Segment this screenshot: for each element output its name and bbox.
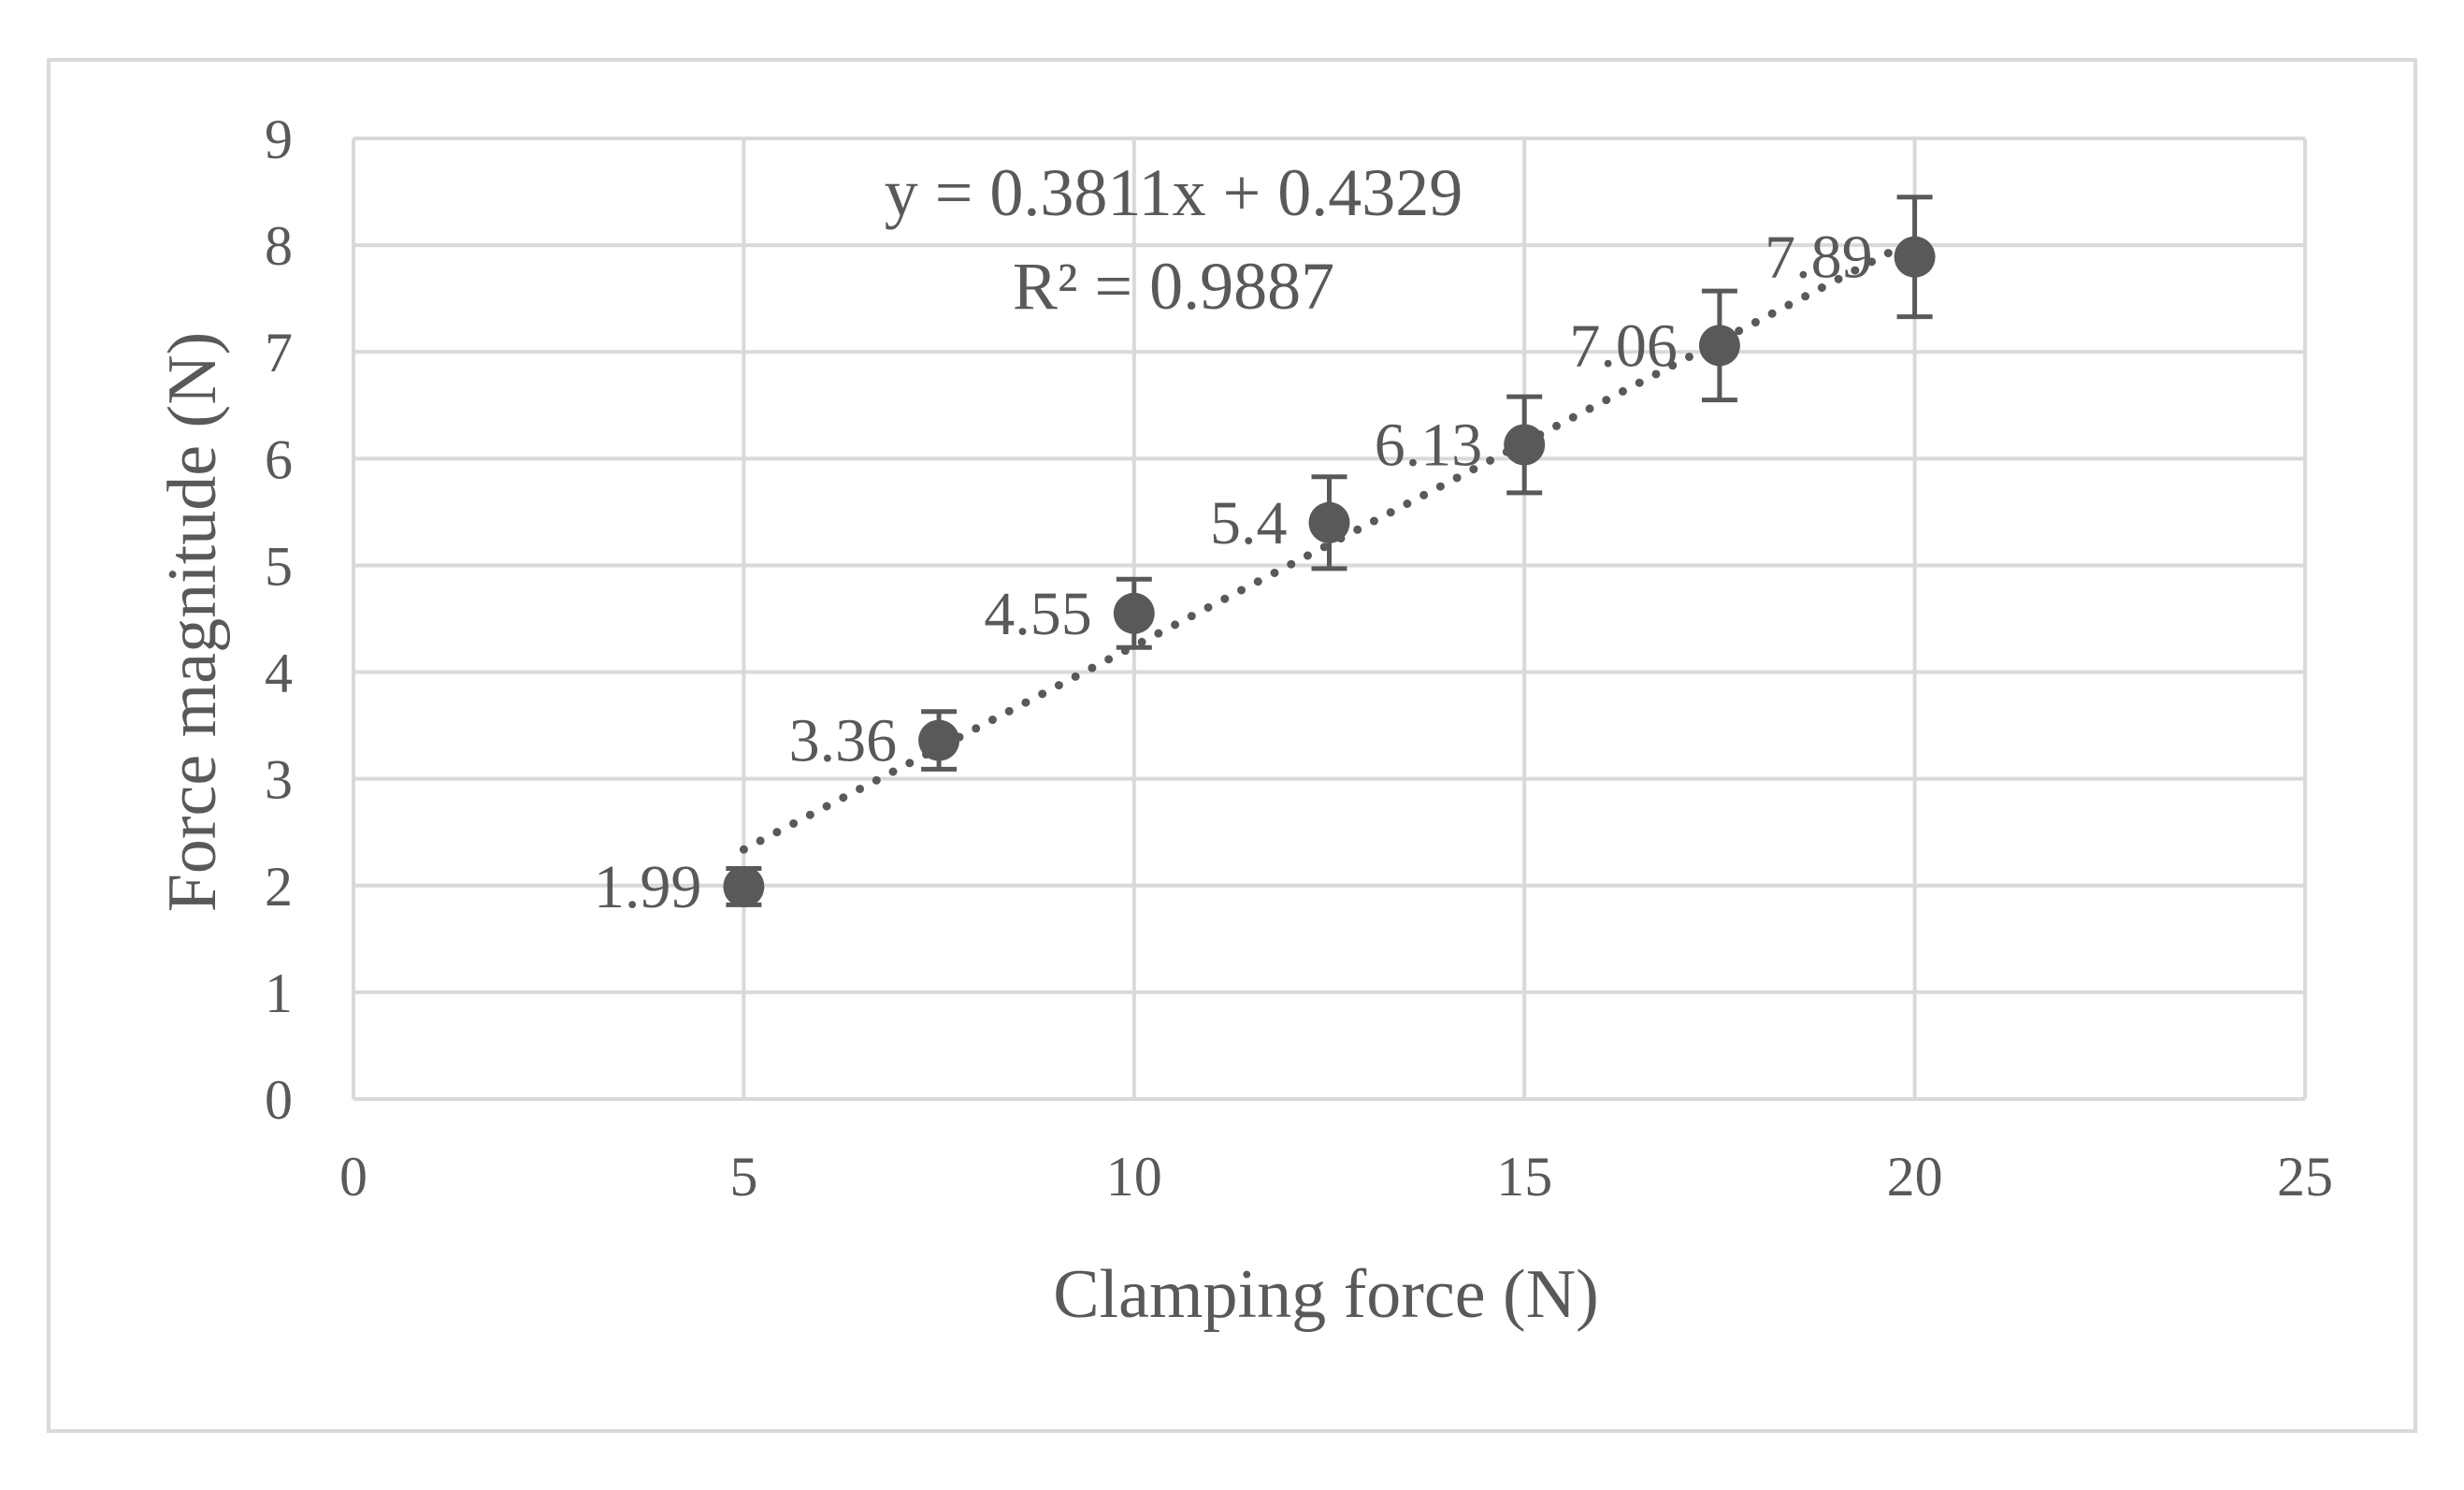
y-tick-label: 6 — [265, 428, 293, 490]
y-tick-label: 9 — [265, 108, 293, 170]
data-label: 4.55 — [984, 580, 1092, 648]
y-tick-label: 8 — [265, 215, 293, 277]
data-point — [1308, 501, 1350, 543]
y-tick-label: 5 — [265, 535, 293, 597]
data-label: 3.36 — [789, 707, 898, 775]
tick-labels: 0 1 2 3 4 5 6 7 8 9 0 5 10 15 20 25 — [265, 108, 2333, 1208]
x-tick-label: 15 — [1496, 1146, 1552, 1208]
y-tick-label: 7 — [265, 322, 293, 383]
trendline-r-squared: R² = 0.9887 — [1013, 249, 1334, 324]
x-tick-label: 5 — [729, 1146, 757, 1208]
data-point — [1698, 325, 1740, 367]
x-tick-label: 10 — [1106, 1146, 1162, 1208]
data-point — [1504, 424, 1546, 466]
y-axis-title: Force magnitude (N) — [154, 332, 231, 913]
data-points — [723, 236, 1936, 907]
grid — [352, 137, 2307, 1101]
y-tick-label: 2 — [265, 856, 293, 918]
data-label: 6.13 — [1375, 411, 1483, 479]
data-labels: 1.99 3.36 4.55 5.4 6.13 7.06 7.89 — [594, 224, 1873, 921]
data-label: 7.06 — [1569, 311, 1678, 380]
y-tick-label: 3 — [265, 749, 293, 811]
data-point — [918, 719, 960, 761]
trendline-equation: y = 0.3811x + 0.4329 — [885, 155, 1463, 230]
data-point — [1894, 236, 1936, 278]
y-tick-label: 4 — [265, 643, 293, 704]
data-label: 5.4 — [1210, 489, 1288, 557]
data-point — [1113, 592, 1155, 634]
data-label: 1.99 — [594, 853, 702, 921]
x-tick-label: 25 — [2277, 1146, 2333, 1208]
y-tick-label: 1 — [265, 962, 293, 1024]
data-point — [723, 865, 765, 907]
chart-frame — [47, 58, 2417, 1433]
x-axis-title: Clamping force (N) — [1053, 1256, 1599, 1333]
y-tick-label: 0 — [265, 1069, 293, 1131]
x-tick-label: 0 — [339, 1146, 367, 1208]
data-label: 7.89 — [1765, 224, 1873, 292]
x-tick-label: 20 — [1887, 1146, 1943, 1208]
